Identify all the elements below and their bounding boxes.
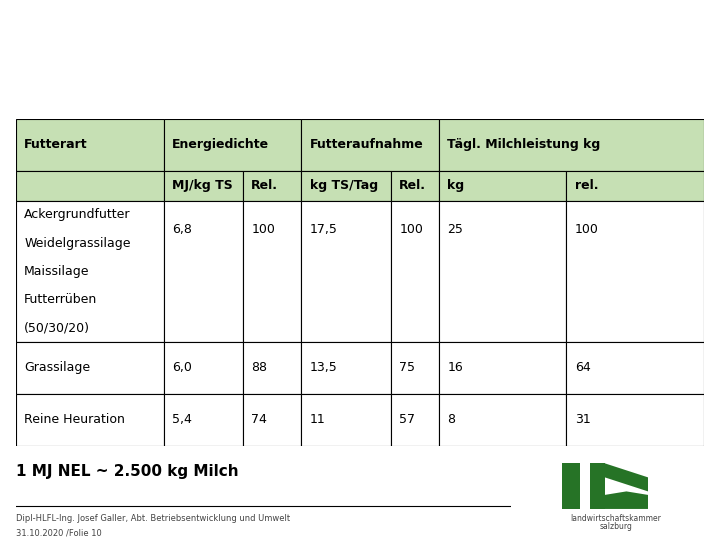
Text: 8: 8 xyxy=(447,413,456,426)
Bar xyxy=(243,342,302,394)
Text: 5,4: 5,4 xyxy=(172,413,192,426)
Text: salzburg: salzburg xyxy=(599,522,632,531)
Text: von Grünlandgrundfutter und Ackergrundfutter: von Grünlandgrundfutter und Ackergrundfu… xyxy=(12,50,572,70)
Bar xyxy=(562,463,580,509)
Text: Futterrüben: Futterrüben xyxy=(24,293,97,306)
Bar xyxy=(302,119,439,171)
Text: kg: kg xyxy=(447,179,464,192)
Bar xyxy=(391,171,439,201)
Bar xyxy=(16,342,164,394)
Bar xyxy=(164,119,302,171)
Bar xyxy=(16,119,164,171)
Bar xyxy=(302,342,391,394)
Bar xyxy=(302,394,391,445)
Text: Reine Heuration: Reine Heuration xyxy=(24,413,125,426)
Bar xyxy=(567,342,704,394)
Text: landwirtschaftskammer: landwirtschaftskammer xyxy=(570,514,661,523)
Bar xyxy=(16,394,164,445)
Text: (nach Kühbauch, 1997): (nach Kühbauch, 1997) xyxy=(12,90,157,103)
Text: 31: 31 xyxy=(575,413,590,426)
Bar xyxy=(391,394,439,445)
Text: rel.: rel. xyxy=(575,179,598,192)
Bar xyxy=(391,201,439,342)
Bar xyxy=(164,394,243,445)
Text: Dipl-HLFL-Ing. Josef Galler, Abt. Betriebsentwicklung und Umwelt: Dipl-HLFL-Ing. Josef Galler, Abt. Betrie… xyxy=(16,515,290,523)
Text: 25: 25 xyxy=(447,222,463,235)
Text: Weidelgrassilage: Weidelgrassilage xyxy=(24,237,130,249)
Text: Energiedichte, Futteraufnahme und Milchleistung: Energiedichte, Futteraufnahme und Milchl… xyxy=(12,16,598,36)
Bar xyxy=(243,171,302,201)
Bar xyxy=(439,342,567,394)
Bar xyxy=(243,394,302,445)
Text: 31.10.2020 /Folie 10: 31.10.2020 /Folie 10 xyxy=(16,528,102,537)
Bar xyxy=(16,171,164,201)
Bar xyxy=(439,394,567,445)
Bar xyxy=(391,342,439,394)
Text: 100: 100 xyxy=(251,222,275,235)
Text: 6,8: 6,8 xyxy=(172,222,192,235)
Polygon shape xyxy=(605,491,648,509)
Text: Grassilage: Grassilage xyxy=(24,361,90,374)
Text: (50/30/20): (50/30/20) xyxy=(24,321,90,334)
Text: kg TS/Tag: kg TS/Tag xyxy=(310,179,378,192)
Text: 64: 64 xyxy=(575,361,590,374)
Text: Maissilage: Maissilage xyxy=(24,265,89,278)
Polygon shape xyxy=(605,463,648,491)
Bar xyxy=(439,201,567,342)
Text: 11: 11 xyxy=(310,413,325,426)
Bar xyxy=(567,201,704,342)
Text: Ackergrundfutter: Ackergrundfutter xyxy=(24,208,130,221)
Text: Futteraufnahme: Futteraufnahme xyxy=(310,138,423,151)
Bar xyxy=(302,201,391,342)
Text: 13,5: 13,5 xyxy=(310,361,338,374)
Text: 74: 74 xyxy=(251,413,267,426)
Bar xyxy=(164,171,243,201)
Text: Rel.: Rel. xyxy=(251,179,278,192)
Text: 6,0: 6,0 xyxy=(172,361,192,374)
Text: Futterart: Futterart xyxy=(24,138,88,151)
Text: 17,5: 17,5 xyxy=(310,222,338,235)
Bar xyxy=(164,342,243,394)
Text: 88: 88 xyxy=(251,361,267,374)
Text: 75: 75 xyxy=(399,361,415,374)
Text: 57: 57 xyxy=(399,413,415,426)
Text: 100: 100 xyxy=(399,222,423,235)
Text: 100: 100 xyxy=(575,222,598,235)
Bar xyxy=(16,201,164,342)
Bar xyxy=(567,394,704,445)
Text: Tägl. Milchleistung kg: Tägl. Milchleistung kg xyxy=(447,138,600,151)
Bar xyxy=(439,119,704,171)
Bar xyxy=(164,201,243,342)
Bar xyxy=(590,463,605,509)
Bar xyxy=(243,201,302,342)
Text: MJ/kg TS: MJ/kg TS xyxy=(172,179,233,192)
Bar xyxy=(302,171,391,201)
Text: 1 MJ NEL ~ 2.500 kg Milch: 1 MJ NEL ~ 2.500 kg Milch xyxy=(16,464,238,479)
Text: 16: 16 xyxy=(447,361,463,374)
Text: Energiedichte: Energiedichte xyxy=(172,138,269,151)
Bar xyxy=(439,171,567,201)
Bar xyxy=(567,171,704,201)
Text: Rel.: Rel. xyxy=(399,179,426,192)
